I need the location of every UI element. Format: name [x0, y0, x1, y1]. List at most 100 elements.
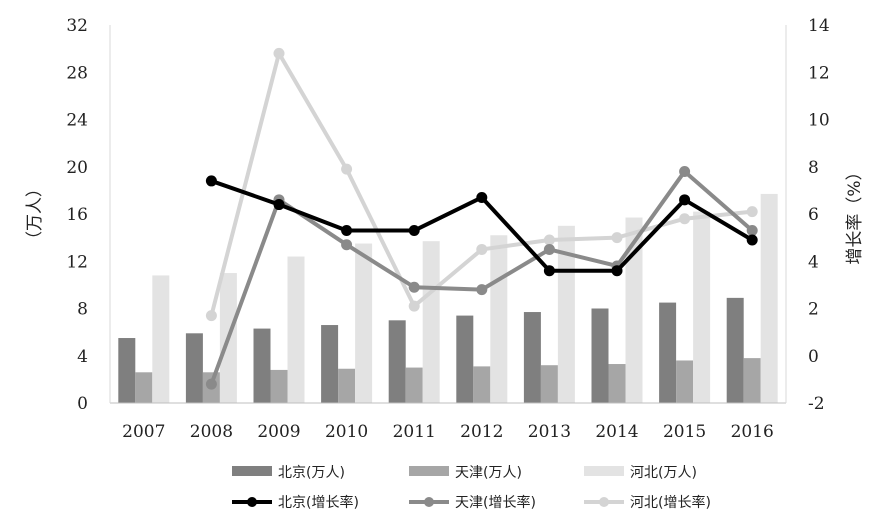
line-point-3-2012 — [476, 243, 488, 255]
axis-titles: （万人） 增长率（%） — [25, 163, 865, 264]
left-axis-ticks: 0 4 8 12 16 20 24 28 32 — [66, 16, 88, 414]
line-point-3-2016 — [746, 206, 758, 218]
left-tick-label: 0 — [77, 394, 88, 414]
bar-2-2016 — [743, 358, 761, 403]
right-tick-label: 12 — [808, 63, 830, 83]
bar-2-2009 — [270, 369, 288, 403]
x-tick-label: 2008 — [190, 422, 233, 442]
legend-bar-swatch-2 — [409, 466, 449, 476]
legend-line-marker-2 — [424, 497, 434, 507]
x-tick-label: 2012 — [460, 422, 503, 442]
line-point-1-2015 — [679, 194, 691, 206]
right-tick-label: -2 — [808, 394, 825, 414]
legend-line-label-1: 北京(增长率) — [278, 494, 359, 511]
line-point-1-2016 — [746, 234, 758, 246]
x-tick-label: 2011 — [393, 422, 436, 442]
bar-2-2010 — [338, 368, 356, 403]
bar-3-2009 — [287, 256, 305, 403]
right-tick-label: 2 — [808, 300, 819, 320]
left-tick-label: 4 — [77, 347, 88, 367]
x-tick-label: 2015 — [663, 422, 706, 442]
right-tick-label: 10 — [808, 111, 830, 131]
x-tick-label: 2007 — [122, 422, 165, 442]
left-tick-label: 28 — [66, 63, 88, 83]
right-tick-label: 8 — [808, 158, 819, 178]
line-point-1-2014 — [611, 265, 623, 277]
x-tick-label: 2016 — [731, 422, 774, 442]
bar-3-2010 — [355, 243, 373, 403]
line-point-3-2011 — [408, 300, 420, 312]
left-tick-label: 24 — [66, 111, 88, 131]
bar-1-2011 — [388, 320, 406, 403]
line-point-2-2012 — [476, 284, 488, 296]
line-point-1-2010 — [341, 225, 353, 237]
left-tick-label: 8 — [77, 300, 88, 320]
x-tick-label: 2009 — [257, 422, 300, 442]
line-point-1-2013 — [543, 265, 555, 277]
legend: 北京(万人) 天津(万人) 河北(万人) 北京(增长率) 天津(增长率) 河北(增长率) — [232, 465, 711, 511]
left-tick-label: 12 — [66, 252, 88, 272]
bar-2-2011 — [405, 367, 423, 403]
x-tick-label: 2014 — [595, 422, 638, 442]
line-point-2-2010 — [341, 239, 353, 251]
bar-1-2010 — [321, 325, 339, 403]
bar-1-2016 — [726, 297, 744, 403]
bar-3-2014 — [625, 217, 643, 403]
x-tick-label: 2013 — [528, 422, 571, 442]
line-point-3-2013 — [543, 234, 555, 246]
bar-1-2009 — [253, 328, 271, 403]
line-point-1-2008 — [205, 175, 217, 187]
bar-2-2013 — [540, 365, 558, 403]
left-axis-title: （万人） — [25, 180, 45, 248]
legend-line-marker-1 — [247, 497, 257, 507]
legend-bar-swatch-3 — [584, 466, 624, 476]
line-point-1-2009 — [273, 199, 285, 211]
left-tick-label: 16 — [66, 205, 88, 225]
legend-line-marker-3 — [599, 497, 609, 507]
bar-3-2016 — [760, 193, 778, 403]
right-axis-title: 增长率（%） — [845, 163, 865, 264]
line-point-1-2011 — [408, 225, 420, 237]
line-point-3-2008 — [205, 310, 217, 322]
legend-line-label-2: 天津(增长率) — [455, 494, 536, 511]
bar-1-2008 — [185, 333, 203, 403]
x-tick-label: 2010 — [325, 422, 368, 442]
legend-bar-label-1: 北京(万人) — [278, 465, 345, 481]
right-tick-label: 14 — [808, 16, 830, 36]
right-tick-label: 0 — [808, 347, 819, 367]
line-point-2-2016 — [746, 225, 758, 237]
bar-2-2012 — [473, 366, 491, 403]
left-tick-label: 20 — [66, 158, 88, 178]
bar-2-2014 — [608, 364, 626, 403]
line-point-1-2012 — [476, 191, 488, 203]
right-axis-ticks: -2 0 2 4 6 8 10 12 14 — [808, 16, 830, 414]
bar-3-2015 — [693, 211, 711, 403]
axes — [109, 25, 787, 404]
line-point-2-2015 — [679, 165, 691, 177]
bar-1-2007 — [118, 338, 136, 403]
line-point-2-2013 — [543, 243, 555, 255]
line-point-3-2010 — [341, 163, 353, 175]
bar-2-2007 — [135, 372, 153, 403]
bar-1-2013 — [523, 312, 541, 403]
x-axis-ticks: 2007 2008 2009 2010 2011 2012 2013 2014 2015 2016 — [122, 422, 774, 442]
bar-series-group — [118, 193, 778, 403]
legend-bar-swatch-1 — [232, 466, 272, 476]
legend-line-label-3: 河北(增长率) — [630, 494, 711, 511]
bar-1-2014 — [591, 308, 609, 403]
bar-3-2011 — [422, 241, 440, 403]
line-point-3-2009 — [273, 47, 285, 59]
legend-bar-label-3: 河北(万人) — [630, 465, 697, 481]
right-tick-label: 6 — [808, 205, 819, 225]
line-point-2-2008 — [205, 378, 217, 390]
bar-2-2015 — [676, 360, 694, 403]
bar-1-2012 — [456, 315, 474, 403]
bar-1-2015 — [659, 302, 677, 403]
left-tick-label: 32 — [66, 16, 88, 36]
line-point-2-2011 — [408, 281, 420, 293]
right-tick-label: 4 — [808, 252, 819, 272]
bar-3-2012 — [490, 235, 508, 403]
legend-bar-label-2: 天津(万人) — [455, 465, 522, 481]
bar-3-2007 — [152, 275, 170, 403]
